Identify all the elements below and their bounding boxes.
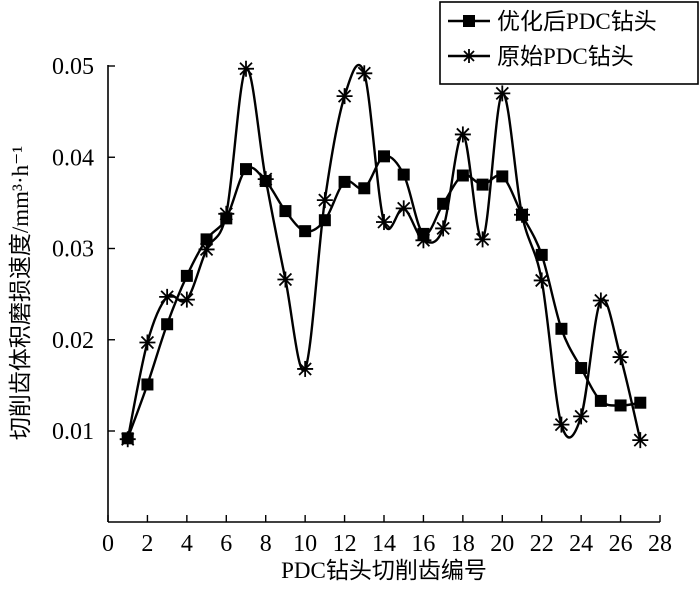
data-point-square <box>338 175 351 188</box>
data-point-star <box>435 220 452 237</box>
data-point-star <box>297 360 314 377</box>
data-point-star <box>592 292 609 309</box>
y-axis-title: 切削齿体积磨损速度/mm³·h⁻¹ <box>8 146 33 440</box>
series-line <box>126 154 641 439</box>
data-point-square <box>161 318 174 331</box>
x-tick-label: 4 <box>181 531 193 557</box>
x-axis-title: PDC钻头切削齿编号 <box>281 558 487 583</box>
data-point-star <box>494 85 511 102</box>
x-tick-label: 14 <box>372 531 396 557</box>
data-point-square <box>575 362 588 375</box>
data-point-star <box>139 334 156 351</box>
x-tick-label: 16 <box>411 531 435 557</box>
data-point-star <box>376 214 392 231</box>
y-tick-label: 0.05 <box>52 54 94 80</box>
x-tick-label: 22 <box>530 531 554 557</box>
data-point-square <box>200 233 213 246</box>
data-point-star <box>514 206 530 223</box>
data-point-star <box>632 432 649 449</box>
y-ticks: 0.01 0.02 0.03 0.04 0.05 <box>52 54 115 445</box>
x-tick-label: 12 <box>333 531 357 557</box>
data-point-star <box>336 88 353 105</box>
data-point-square <box>456 169 469 182</box>
data-point-square <box>358 182 371 195</box>
data-point-star <box>198 241 215 258</box>
data-point-square <box>299 225 312 238</box>
data-point-star <box>356 65 373 82</box>
data-point-star <box>277 271 294 288</box>
legend-marker-square <box>463 15 475 27</box>
data-point-star <box>474 231 491 248</box>
x-tick-label: 0 <box>102 531 114 557</box>
data-point-star <box>415 232 432 249</box>
data-point-star <box>178 291 195 308</box>
data-point-square <box>634 396 647 409</box>
data-point-star <box>159 288 176 305</box>
data-point-star <box>257 171 274 188</box>
x-tick-label: 20 <box>490 531 514 557</box>
y-tick-label: 0.01 <box>52 419 94 445</box>
legend-label-optimized: 优化后PDC钻头 <box>497 9 657 34</box>
x-tick-label: 26 <box>609 531 633 557</box>
legend-marker-star <box>462 49 476 63</box>
data-point-star <box>553 416 570 433</box>
data-point-square <box>437 197 450 210</box>
data-point-star <box>119 431 136 448</box>
data-point-star <box>316 192 333 209</box>
data-point-star <box>612 349 629 366</box>
legend: 优化后PDC钻头 原始PDC钻头 <box>439 1 699 85</box>
x-tick-label: 10 <box>293 531 317 557</box>
data-point-square <box>476 178 489 191</box>
x-tick-label: 28 <box>648 531 672 557</box>
data-point-star <box>573 408 590 425</box>
data-point-star <box>395 200 412 217</box>
data-point-square <box>555 322 568 335</box>
series-layer <box>119 60 649 449</box>
x-tick-label: 24 <box>569 531 593 557</box>
data-point-square <box>180 269 193 282</box>
data-point-square <box>397 168 410 181</box>
x-tick-label: 8 <box>260 531 272 557</box>
legend-label-original: 原始PDC钻头 <box>497 44 634 69</box>
y-tick-label: 0.04 <box>52 145 94 171</box>
x-ticks: 0 2 4 6 8 10 12 14 16 18 20 22 24 26 28 <box>102 515 672 557</box>
data-point-square <box>594 394 607 407</box>
data-point-star <box>218 205 235 222</box>
x-tick-label: 6 <box>220 531 232 557</box>
data-point-square <box>535 248 548 261</box>
data-point-square <box>318 214 331 227</box>
data-point-square <box>496 170 509 183</box>
data-point-star <box>238 60 254 77</box>
series-original <box>119 60 649 449</box>
data-point-square <box>279 205 292 218</box>
series-optimized <box>121 150 647 445</box>
legend-box <box>439 1 699 85</box>
data-point-square <box>240 163 252 176</box>
data-point-square <box>378 150 390 163</box>
data-point-square <box>141 378 154 391</box>
data-point-square <box>614 399 627 412</box>
data-point-star <box>533 272 550 289</box>
y-tick-label: 0.03 <box>52 237 94 263</box>
x-tick-label: 2 <box>141 531 153 557</box>
x-tick-label: 18 <box>451 531 475 557</box>
data-point-star <box>454 126 471 143</box>
y-tick-label: 0.02 <box>52 328 94 354</box>
